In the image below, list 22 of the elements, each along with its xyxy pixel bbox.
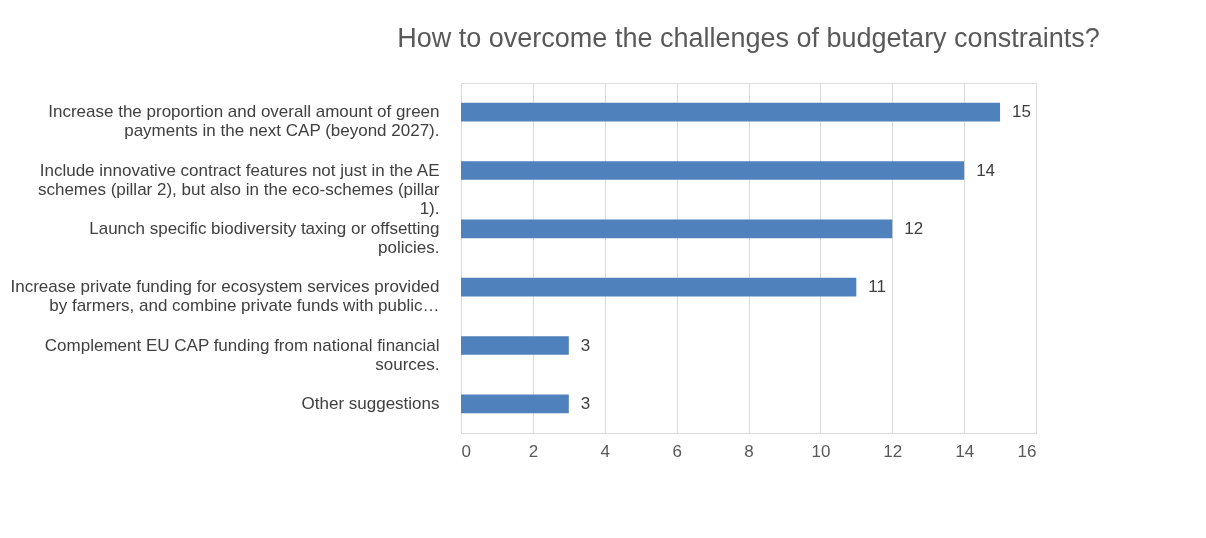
y-tick-label: Increase the proportion and overall amount of green payments in the next CAP (beyond 2027). [48, 102, 440, 141]
x-tick-label: 6 [672, 441, 682, 461]
x-tick-label: 4 [600, 441, 610, 461]
data-label: 14 [976, 160, 996, 180]
y-tick-label: Launch specific biodiversity taxing or offsetting policies. [89, 218, 440, 257]
y-tick-label: Other suggestions [301, 393, 440, 413]
data-label: 3 [580, 335, 591, 355]
data-label: 11 [868, 277, 886, 297]
x-tick-label: 10 [811, 441, 831, 461]
x-tick-label: 14 [955, 441, 975, 461]
x-tick-label: 8 [744, 441, 754, 461]
y-tick-label: Include innovative contract features not just in the AE schemes (pillar 2), but also in the eco-schemes (pillar 1). [37, 160, 440, 218]
data-label: 3 [580, 393, 591, 413]
x-tick-label: 0 [461, 441, 471, 461]
y-tick-label: Increase private funding for ecosystem services provided by farmers, and combine private funds with public… [10, 277, 440, 316]
data-label: 12 [904, 218, 924, 238]
data-label: 15 [1012, 102, 1031, 122]
x-tick-label: 12 [883, 441, 903, 461]
chart-title: How to overcome the challenges of budgetary constraints? [397, 23, 1100, 53]
x-tick-label: 16 [1017, 441, 1037, 461]
x-tick-label: 2 [528, 441, 539, 461]
y-tick-label: Complement EU CAP funding from national financial sources. [44, 335, 440, 374]
